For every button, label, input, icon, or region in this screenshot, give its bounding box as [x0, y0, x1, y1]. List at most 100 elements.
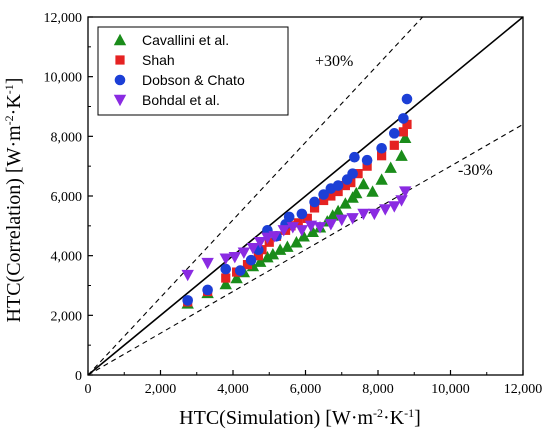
point-s2-17 [349, 151, 360, 163]
x-tick-label-0: 0 [85, 382, 92, 397]
y-axis-title-main: HTC(Correlation) [W·m [3, 125, 25, 323]
point-s1-22 [389, 140, 399, 150]
point-s0-8 [266, 247, 280, 260]
point-s2-21 [398, 113, 409, 124]
point-s3-14 [324, 219, 338, 231]
y-axis-title-sup2: -1 [2, 84, 16, 94]
reference-line-2 [88, 123, 523, 375]
point-s0-18 [339, 197, 352, 209]
point-s1-14 [319, 195, 329, 206]
point-s3-7 [261, 232, 274, 244]
point-s0-13 [306, 225, 319, 237]
point-s1-12 [302, 213, 312, 223]
x-axis-title: HTC(Simulation) [W·m-2·K-1] [179, 406, 421, 429]
point-s2-0 [182, 295, 193, 306]
y-tick-label-5: 10,000 [44, 71, 83, 86]
reference-line-1 [88, 17, 424, 375]
point-s0-7 [261, 250, 274, 263]
point-s0-10 [281, 240, 294, 252]
legend-marker-2 [114, 74, 126, 86]
point-s3-8 [268, 231, 281, 243]
point-s2-14 [332, 180, 344, 191]
x-tick-label-6: 12,000 [504, 382, 543, 397]
point-s2-9 [283, 211, 295, 223]
x-axis-title-mid: ·K [383, 407, 405, 429]
point-s1-17 [340, 180, 350, 191]
y-axis-title-mid: ·K [3, 94, 25, 116]
y-tick-label-0: 0 [75, 369, 82, 384]
point-s3-15 [335, 214, 348, 227]
point-s2-18 [361, 154, 373, 166]
reference-line-0 [88, 17, 523, 375]
y-axis-title: HTC(Correlation) [W·m-2·K-1] [2, 78, 25, 323]
point-s0-12 [297, 230, 310, 242]
point-s1-20 [362, 161, 372, 171]
point-s2-16 [347, 168, 358, 179]
point-s3-20 [388, 201, 401, 213]
point-s1-15 [326, 191, 336, 201]
x-tick-label-5: 10,000 [431, 382, 470, 397]
point-s3-17 [357, 208, 370, 221]
point-s3-4 [237, 247, 251, 259]
point-s1-21 [377, 151, 387, 161]
point-s1-16 [333, 186, 343, 197]
point-s0-26 [398, 131, 412, 144]
minus-30-label: -30% [458, 162, 493, 179]
legend-marker-1 [115, 55, 125, 65]
point-s2-12 [318, 189, 329, 200]
point-s1-13 [309, 203, 320, 213]
y-tick-label-1: 2,000 [51, 309, 83, 324]
y-tick-label-3: 6,000 [51, 190, 83, 205]
point-s3-10 [286, 222, 300, 234]
point-s3-6 [253, 237, 267, 249]
point-s1-2 [221, 273, 231, 283]
x-tick-label-2: 4,000 [217, 382, 249, 397]
point-s3-3 [228, 251, 242, 264]
point-s2-2 [220, 263, 232, 275]
y-axis-title-sup1: -2 [2, 115, 16, 125]
x-axis-title-end: ] [414, 407, 421, 429]
point-s2-4 [245, 254, 257, 266]
point-s1-7 [264, 237, 274, 247]
x-tick-label-3: 6,000 [290, 382, 322, 397]
legend-label-0: Cavallini et al. [142, 32, 229, 48]
point-s0-21 [357, 177, 370, 190]
legend-box [97, 26, 289, 116]
plot-area: +30% -30% 0 2,000 4,000 6,000 8,000 10,000 12,00… [44, 11, 543, 397]
point-s3-2 [219, 253, 232, 265]
x-tick-label-4: 8,000 [362, 382, 394, 397]
point-s3-9 [277, 225, 290, 237]
x-axis-title-main: HTC(Simulation) [W·m [179, 407, 373, 429]
point-s0-17 [331, 204, 345, 217]
point-s0-23 [375, 173, 388, 185]
point-s2-20 [389, 128, 400, 139]
point-s3-5 [246, 243, 260, 255]
point-s3-1 [201, 257, 214, 270]
point-s2-3 [234, 265, 246, 276]
x-axis-title-sup1: -2 [373, 406, 383, 420]
x-tick-label-1: 2,000 [145, 382, 177, 397]
x-axis-title-sup2: -1 [404, 406, 414, 420]
point-s2-22 [401, 93, 413, 105]
point-s0-2 [219, 277, 232, 290]
legend-label-2: Dobson & Chato [142, 72, 245, 88]
point-s2-10 [296, 208, 308, 220]
point-s3-12 [304, 220, 318, 233]
point-s0-9 [273, 243, 287, 255]
point-s0-20 [350, 186, 363, 199]
legend-marker-0 [113, 33, 127, 46]
plus-30-label: +30% [315, 53, 353, 70]
point-s3-19 [379, 204, 392, 216]
point-s1-19 [353, 169, 363, 179]
point-s0-22 [366, 185, 379, 197]
point-s0-6 [253, 255, 267, 267]
point-s3-0 [181, 269, 194, 282]
point-s0-24 [384, 161, 397, 173]
point-s3-18 [368, 208, 381, 221]
y-tick-label-4: 8,000 [51, 130, 83, 145]
point-s0-11 [290, 236, 303, 248]
point-s0-3 [230, 271, 243, 284]
y-tick-label-6: 12,000 [44, 11, 83, 26]
point-s1-24 [402, 119, 412, 129]
